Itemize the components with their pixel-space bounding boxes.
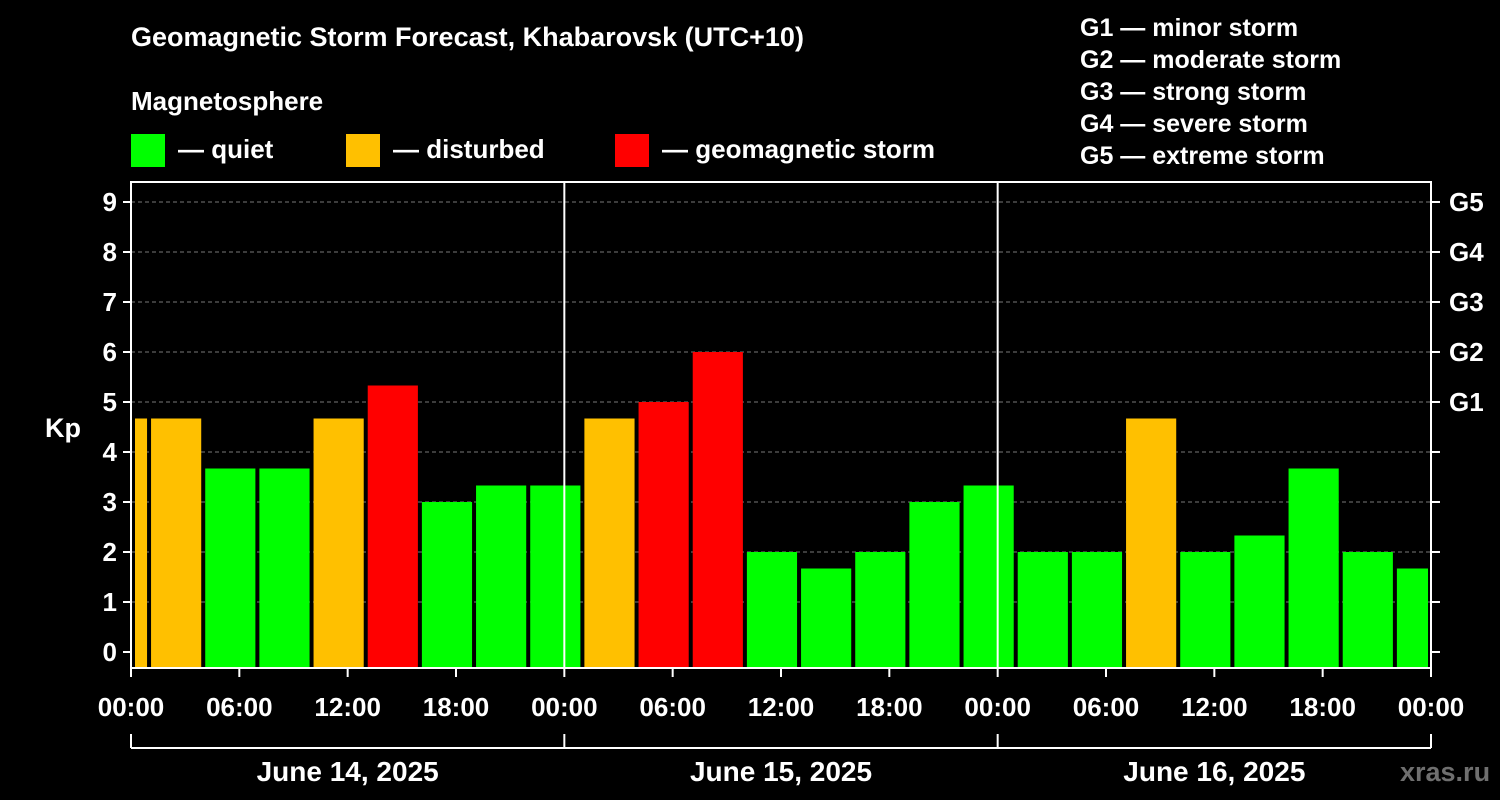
kp-bar-23 [1342, 552, 1393, 668]
y-tick-label: 3 [103, 487, 117, 517]
scale-g3: G3 — strong storm [1080, 78, 1307, 106]
kp-bar-18 [1071, 552, 1123, 668]
x-tick-label: 06:00 [639, 692, 706, 722]
x-tick-label: 12:00 [314, 692, 381, 722]
kp-bar-0 [135, 418, 148, 668]
chart-title: Geomagnetic Storm Forecast, Khabarovsk (… [131, 22, 804, 52]
kp-bar-4 [313, 418, 364, 668]
watermark: xras.ru [1400, 757, 1491, 787]
scale-g4: G4 — severe storm [1080, 110, 1308, 138]
x-tick-label: 06:00 [206, 692, 273, 722]
legend-quiet-label: — quiet [178, 134, 274, 164]
y-tick-label: 8 [103, 237, 117, 267]
y-tick-label: 4 [103, 437, 118, 467]
right-tick-label: G1 [1449, 387, 1484, 417]
y-axis-label: Kp [45, 413, 81, 443]
kp-bar-20 [1180, 552, 1231, 668]
right-tick-label: G3 [1449, 287, 1484, 317]
kp-bar-15 [909, 502, 960, 668]
magnetosphere-heading: Magnetosphere [131, 86, 324, 116]
kp-bar-14 [855, 552, 906, 668]
kp-bar-5 [367, 385, 418, 668]
y-tick-label: 6 [103, 337, 117, 367]
x-tick-label: 18:00 [856, 692, 923, 722]
y-tick-label: 5 [103, 387, 117, 417]
right-tick-label: G2 [1449, 337, 1484, 367]
x-tick-label: 12:00 [748, 692, 815, 722]
x-tick-label: 00:00 [531, 692, 598, 722]
kp-bar-8 [530, 485, 581, 668]
y-tick-label: 1 [103, 587, 117, 617]
day-label: June 16, 2025 [1123, 756, 1305, 787]
kp-bar-17 [1017, 552, 1068, 668]
scale-g2: G2 — moderate storm [1080, 46, 1342, 74]
legend-storm-label: — geomagnetic storm [662, 134, 936, 164]
x-tick-label: 06:00 [1073, 692, 1140, 722]
kp-bar-12 [746, 552, 798, 668]
x-tick-label: 18:00 [1289, 692, 1356, 722]
kp-bar-22 [1288, 468, 1339, 668]
x-tick-label: 18:00 [423, 692, 490, 722]
kp-bar-1 [151, 418, 202, 668]
scale-g1: G1 — minor storm [1080, 14, 1299, 42]
kp-bar-6 [421, 502, 473, 668]
kp-bar-13 [801, 568, 852, 668]
y-tick-label: 7 [103, 287, 117, 317]
right-tick-label: G5 [1449, 187, 1484, 217]
x-tick-label: 12:00 [1181, 692, 1248, 722]
scale-g5: G5 — extreme storm [1080, 142, 1325, 170]
day-label: June 15, 2025 [690, 756, 872, 787]
x-tick-label: 00:00 [1398, 692, 1465, 722]
quiet-swatch [131, 134, 165, 167]
kp-bar-11 [692, 352, 743, 668]
y-tick-label: 9 [103, 187, 117, 217]
kp-bar-10 [638, 402, 689, 668]
legend-disturbed-label: — disturbed [393, 134, 545, 164]
x-tick-label: 00:00 [964, 692, 1031, 722]
y-tick-label: 0 [103, 637, 117, 667]
kp-bar-7 [476, 485, 527, 668]
kp-bar-16 [963, 485, 1014, 668]
x-tick-label: 00:00 [98, 692, 165, 722]
kp-bar-3 [259, 468, 310, 668]
storm-swatch [615, 134, 649, 167]
right-tick-label: G4 [1449, 237, 1484, 267]
day-label: June 14, 2025 [257, 756, 439, 787]
y-tick-label: 2 [103, 537, 117, 567]
kp-bar-9 [584, 418, 635, 668]
kp-bar-21 [1234, 535, 1285, 668]
kp-bar-24 [1396, 568, 1428, 668]
kp-bar-19 [1126, 418, 1177, 668]
disturbed-swatch [346, 134, 380, 167]
kp-bar-2 [205, 468, 256, 668]
